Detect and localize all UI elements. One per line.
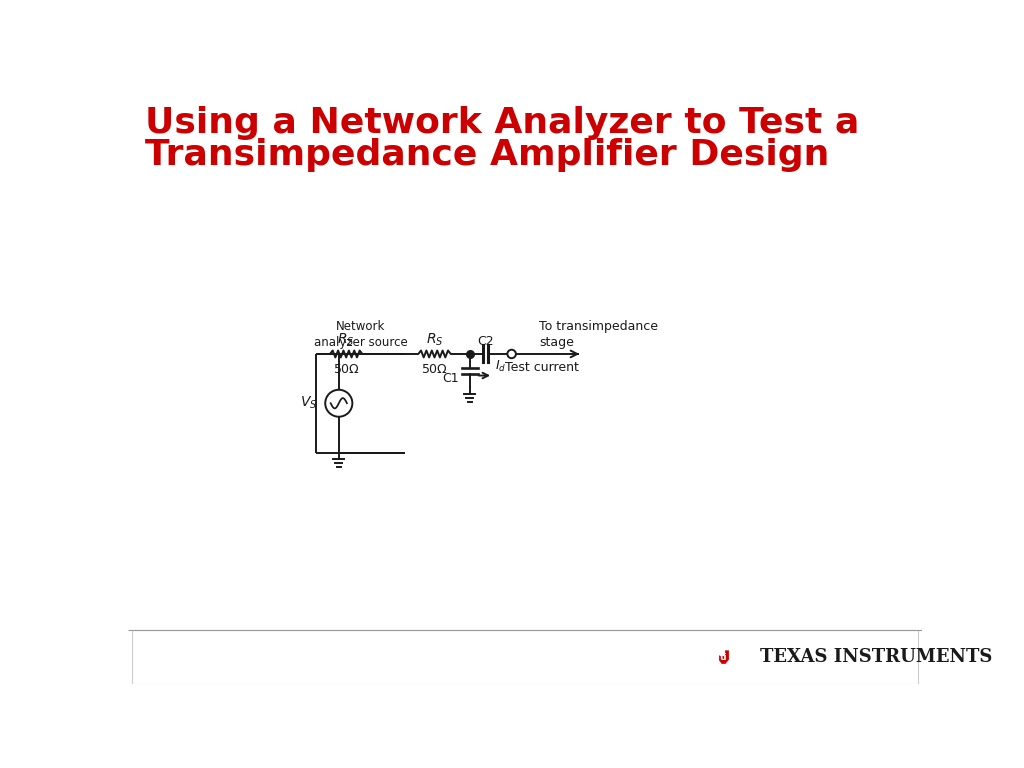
- Text: To transimpedance
stage: To transimpedance stage: [540, 319, 658, 349]
- Text: Network
analyzer source: Network analyzer source: [313, 320, 408, 349]
- Text: $R_S$: $R_S$: [426, 332, 443, 348]
- Text: C2: C2: [477, 335, 494, 348]
- Circle shape: [507, 349, 516, 358]
- Text: Test current: Test current: [506, 361, 580, 374]
- Text: ti: ti: [720, 653, 727, 662]
- Text: $I_d$: $I_d$: [495, 359, 506, 374]
- Text: 50$\Omega$: 50$\Omega$: [421, 363, 449, 376]
- Bar: [132, 630, 918, 684]
- Polygon shape: [719, 650, 729, 664]
- Text: Using a Network Analyzer to Test a: Using a Network Analyzer to Test a: [145, 106, 859, 140]
- Text: Transimpedance Amplifier Design: Transimpedance Amplifier Design: [145, 138, 829, 172]
- Text: $R_S$: $R_S$: [337, 332, 355, 348]
- Text: TEXAS INSTRUMENTS: TEXAS INSTRUMENTS: [760, 647, 992, 666]
- Text: $V_S$: $V_S$: [300, 395, 317, 412]
- Text: 50$\Omega$: 50$\Omega$: [333, 363, 359, 376]
- Text: C1: C1: [442, 372, 459, 385]
